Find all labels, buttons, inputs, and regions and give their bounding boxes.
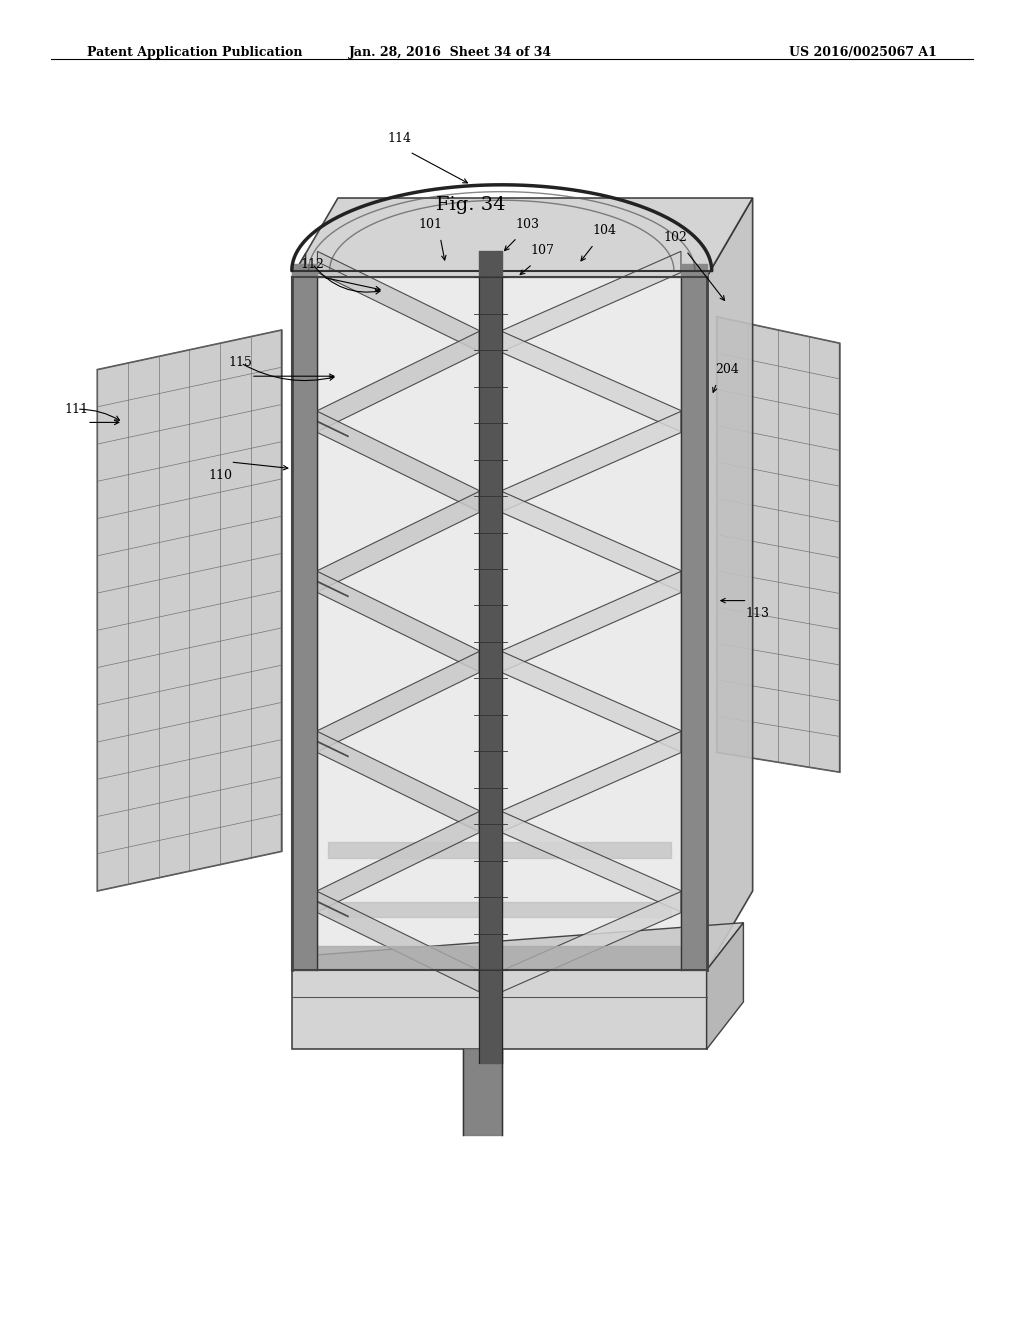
Polygon shape [317,412,479,512]
Polygon shape [707,923,743,1049]
FancyArrowPatch shape [314,267,380,294]
Polygon shape [502,572,681,672]
Polygon shape [292,198,753,277]
Text: Patent Application Publication: Patent Application Publication [87,46,302,59]
FancyArrowPatch shape [243,364,334,380]
Polygon shape [292,970,707,1049]
Text: 112: 112 [300,257,325,271]
Polygon shape [292,277,707,970]
Text: 104: 104 [592,224,616,238]
Polygon shape [292,253,305,970]
Polygon shape [502,731,681,832]
Polygon shape [317,331,479,432]
Text: 102: 102 [664,231,688,244]
Text: 204: 204 [715,363,739,376]
Text: 111: 111 [65,403,89,416]
Polygon shape [317,731,479,832]
Polygon shape [317,652,479,752]
Polygon shape [502,331,681,432]
Polygon shape [317,891,479,991]
Polygon shape [317,572,479,672]
Text: Fig. 34: Fig. 34 [436,195,506,214]
Text: 114: 114 [387,132,412,145]
FancyArrowPatch shape [80,409,120,420]
Text: 115: 115 [228,356,253,370]
Text: 113: 113 [745,607,770,620]
Polygon shape [292,923,743,970]
Polygon shape [317,812,479,912]
Polygon shape [502,491,681,591]
Text: 103: 103 [515,218,540,231]
Polygon shape [502,652,681,752]
Polygon shape [502,891,681,991]
Text: US 2016/0025067 A1: US 2016/0025067 A1 [790,46,937,59]
Polygon shape [317,251,479,351]
Text: 107: 107 [530,244,555,257]
Polygon shape [707,198,753,970]
Text: 101: 101 [418,218,442,231]
Polygon shape [502,812,681,912]
Text: Jan. 28, 2016  Sheet 34 of 34: Jan. 28, 2016 Sheet 34 of 34 [349,46,552,59]
Polygon shape [317,491,479,591]
Polygon shape [717,317,840,772]
Text: 110: 110 [208,469,232,482]
Polygon shape [97,330,282,891]
Polygon shape [502,412,681,512]
Polygon shape [502,251,681,351]
